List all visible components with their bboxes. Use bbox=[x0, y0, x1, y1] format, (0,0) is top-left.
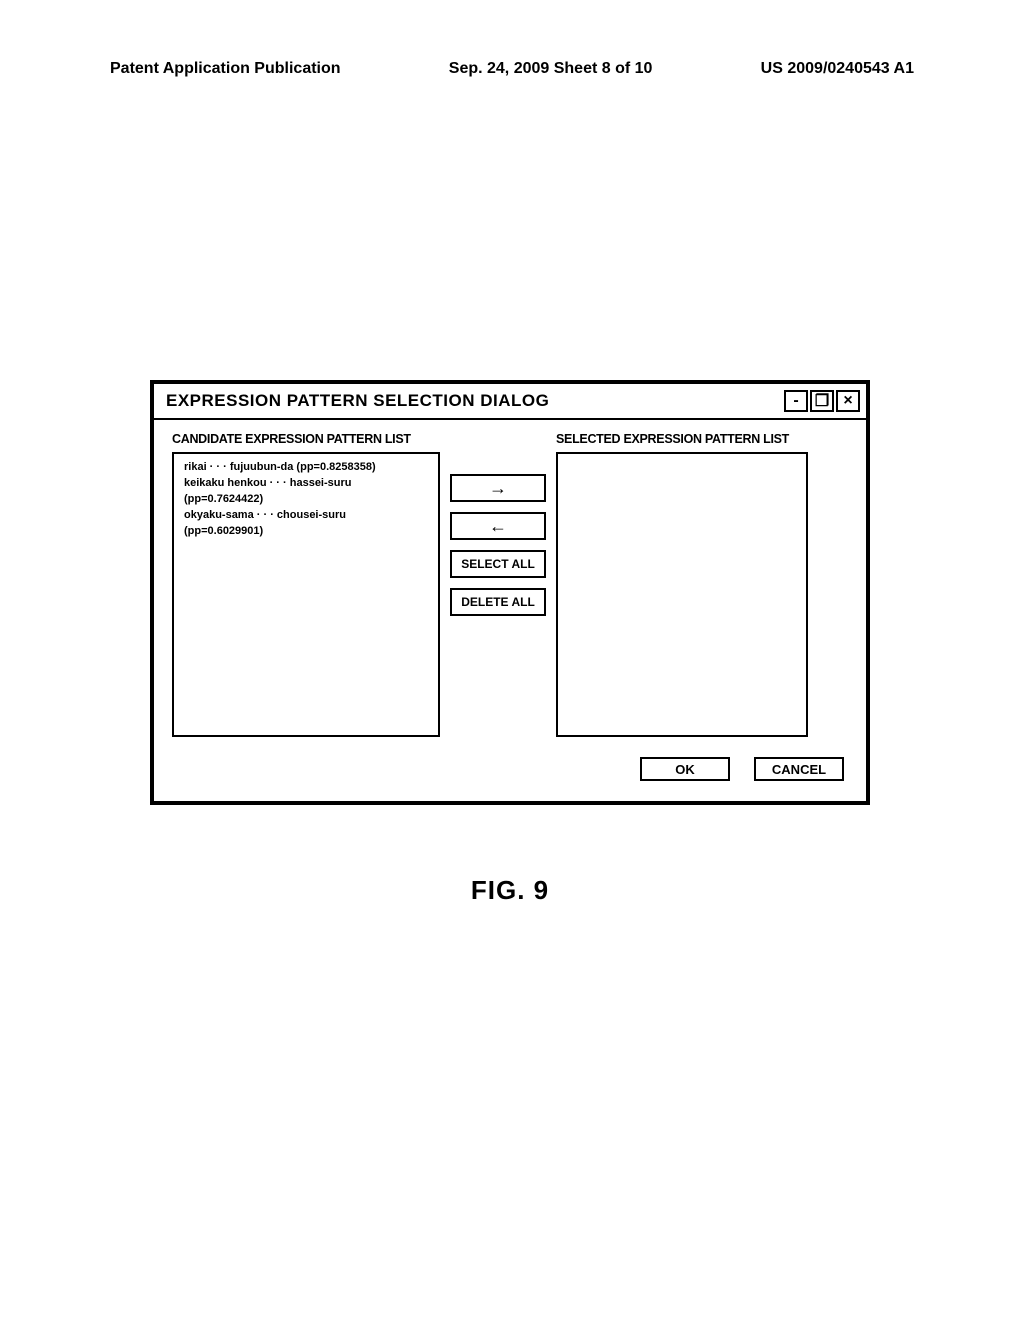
maximize-button[interactable]: ❐ bbox=[810, 390, 834, 412]
dialog-footer-buttons: OK CANCEL bbox=[172, 757, 848, 781]
dialog-title: EXPRESSION PATTERN SELECTION DIALOG bbox=[166, 391, 549, 411]
header-left: Patent Application Publication bbox=[110, 60, 341, 78]
cancel-label: CANCEL bbox=[772, 762, 826, 777]
candidate-list-label: CANDIDATE EXPRESSION PATTERN LIST bbox=[172, 432, 440, 446]
delete-all-button[interactable]: DELETE ALL bbox=[450, 588, 546, 616]
select-all-button[interactable]: SELECT ALL bbox=[450, 550, 546, 578]
move-right-button[interactable]: → bbox=[450, 474, 546, 502]
select-all-label: SELECT ALL bbox=[461, 557, 535, 571]
lists-row: CANDIDATE EXPRESSION PATTERN LIST rikai … bbox=[172, 432, 848, 737]
header-right: US 2009/0240543 A1 bbox=[761, 60, 914, 78]
list-item[interactable]: rikai · · · fujuubun-da (pp=0.8258358) bbox=[184, 460, 428, 476]
close-button[interactable]: × bbox=[836, 390, 860, 412]
close-icon: × bbox=[843, 392, 852, 410]
window-controls: - ❐ × bbox=[784, 390, 860, 412]
delete-all-label: DELETE ALL bbox=[461, 595, 535, 609]
dialog-body: CANDIDATE EXPRESSION PATTERN LIST rikai … bbox=[154, 420, 866, 801]
ok-button[interactable]: OK bbox=[640, 757, 730, 781]
page-header: Patent Application Publication Sep. 24, … bbox=[110, 60, 914, 78]
titlebar: EXPRESSION PATTERN SELECTION DIALOG - ❐ … bbox=[154, 384, 866, 420]
candidate-column: CANDIDATE EXPRESSION PATTERN LIST rikai … bbox=[172, 432, 440, 737]
cancel-button[interactable]: CANCEL bbox=[754, 757, 844, 781]
move-left-button[interactable]: ← bbox=[450, 512, 546, 540]
selected-column: SELECTED EXPRESSION PATTERN LIST bbox=[556, 432, 808, 737]
header-center: Sep. 24, 2009 Sheet 8 of 10 bbox=[449, 60, 653, 78]
transfer-buttons: → ← SELECT ALL DELETE ALL bbox=[450, 474, 546, 616]
list-item[interactable]: okyaku-sama · · · chousei-suru (pp=0.602… bbox=[184, 508, 428, 540]
minimize-icon: - bbox=[793, 392, 798, 410]
dialog-window: EXPRESSION PATTERN SELECTION DIALOG - ❐ … bbox=[150, 380, 870, 805]
selected-list-label: SELECTED EXPRESSION PATTERN LIST bbox=[556, 432, 808, 446]
minimize-button[interactable]: - bbox=[784, 390, 808, 412]
arrow-right-icon: → bbox=[489, 478, 507, 499]
candidate-list[interactable]: rikai · · · fujuubun-da (pp=0.8258358) k… bbox=[172, 452, 440, 737]
list-item[interactable]: keikaku henkou · · · hassei-suru (pp=0.7… bbox=[184, 476, 428, 508]
selected-list[interactable] bbox=[556, 452, 808, 737]
maximize-icon: ❐ bbox=[815, 391, 829, 411]
figure-area: EXPRESSION PATTERN SELECTION DIALOG - ❐ … bbox=[150, 380, 870, 906]
ok-label: OK bbox=[675, 762, 695, 777]
arrow-left-icon: ← bbox=[489, 516, 507, 537]
figure-caption: FIG. 9 bbox=[150, 875, 870, 906]
